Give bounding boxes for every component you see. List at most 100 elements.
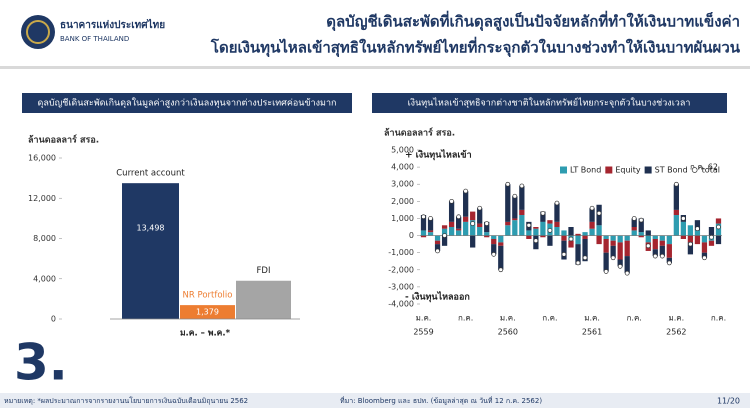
category-label: FDI (257, 266, 271, 276)
bar-segment (561, 240, 567, 260)
bar-segment (484, 221, 490, 233)
bar-segment (427, 232, 434, 236)
bar-segment (519, 185, 525, 210)
total-point (547, 228, 553, 233)
bar-segment (547, 235, 553, 246)
y-tick-label: -3,000 (388, 282, 414, 291)
x-tick-label: ก.ค. (542, 314, 557, 323)
bar-segment (420, 215, 427, 231)
total-point (589, 205, 595, 211)
total-point (666, 260, 672, 266)
total-point (463, 188, 469, 194)
bar-segment (624, 256, 630, 274)
y-tick-label: 4,000 (33, 274, 56, 283)
legend-label: Equity (615, 166, 641, 175)
annotation: - เงินทุนไหลออก (405, 291, 470, 303)
y-tick-label: 0 (51, 315, 56, 324)
bar-segment (568, 227, 574, 236)
panel-title: ดุลบัญชีเดินสะพัดเกินดุลในมูลค่าสูงกว่าเ… (38, 98, 337, 109)
y-tick-label: 5,000 (391, 146, 414, 155)
bar-segment (526, 235, 532, 239)
total-point (421, 214, 426, 220)
total-point (477, 205, 483, 211)
year-label: 2559 (413, 328, 433, 337)
bar-segment (455, 216, 462, 229)
total-point (540, 210, 546, 216)
bar-segment (708, 240, 715, 246)
data-label: 13,498 (137, 224, 165, 233)
total-point (512, 193, 518, 199)
bar-segment (427, 230, 434, 233)
bar-segment (477, 208, 483, 224)
annotation: ก.ค. 62 (690, 163, 718, 172)
category-label: NR Portfolio (183, 291, 233, 301)
bar-segment (491, 244, 497, 255)
bar-segment (659, 235, 665, 241)
logo-text: BANK OF THAILAND (60, 35, 129, 43)
bar-segment (420, 230, 427, 236)
bar-segment (512, 220, 518, 236)
bar-segment (505, 221, 511, 226)
bar-segment (687, 235, 694, 243)
total-point (498, 267, 504, 273)
total-point (617, 264, 623, 269)
bar-segment (540, 235, 546, 238)
total-point (442, 233, 447, 238)
bar-segment (498, 242, 504, 246)
bar-segment (540, 211, 546, 222)
bar-segment (526, 230, 532, 236)
legend-swatch (560, 166, 567, 174)
bar-segment (666, 244, 672, 258)
bar-segment (441, 228, 448, 236)
x-tick-label: ม.ค. (500, 314, 516, 323)
bar-segment (673, 184, 679, 210)
logo (21, 15, 55, 49)
category-label: Current account (116, 169, 185, 179)
total-point (709, 234, 714, 240)
y-tick-label: 0 (409, 231, 414, 240)
footer-bar (0, 393, 750, 408)
bar-segment (624, 240, 630, 257)
bar-segment (448, 221, 455, 227)
y-tick-label: 8,000 (33, 234, 56, 243)
bar-segment (603, 235, 609, 239)
bar-segment (505, 184, 511, 222)
total-point (702, 255, 707, 261)
y-tick-label: 1,000 (391, 214, 414, 223)
bar-segment (617, 259, 623, 267)
bar-segment (512, 196, 518, 219)
bar-segment (582, 235, 588, 239)
total-point (484, 221, 490, 226)
bar-segment (673, 209, 679, 216)
bar-segment (441, 235, 448, 246)
total-point (435, 248, 440, 254)
total-point (596, 210, 602, 216)
bar-segment (715, 223, 722, 236)
legend-label: total (702, 166, 720, 175)
year-label: 2560 (498, 328, 518, 337)
footer-note: หมายเหตุ: *ผลประมาณการจากรายงานนโยบายการ… (4, 396, 248, 405)
bar-segment (448, 201, 455, 222)
legend-label: LT Bond (570, 166, 601, 175)
y-unit: ล้านดอลลาร์ สรอ. (28, 134, 99, 146)
logo-text: ธนาคารแห่งประเทศไทย (60, 18, 165, 31)
total-point (603, 269, 609, 274)
bar-segment (519, 215, 525, 236)
bar-segment (659, 245, 665, 257)
bar-segment (484, 235, 490, 238)
total-point (645, 243, 651, 249)
y-tick-label: 16,000 (28, 154, 56, 163)
total-point (470, 221, 476, 226)
bar-segment (582, 238, 588, 262)
bar-segment (533, 227, 539, 229)
bar-segment (491, 238, 497, 245)
total-point (673, 181, 679, 187)
total-point (631, 216, 637, 221)
y-tick-label: 3,000 (391, 180, 414, 189)
x-axis-label: ม.ค. – พ.ค.* (180, 329, 231, 339)
bar-segment (420, 235, 427, 238)
legend-swatch (644, 166, 652, 174)
panel-title: เงินทุนไหลเข้าสุทธิจากต่างชาติในหลักทรัพ… (408, 97, 691, 109)
x-tick-label: ม.ค. (668, 314, 684, 323)
bar-segment (575, 244, 581, 265)
